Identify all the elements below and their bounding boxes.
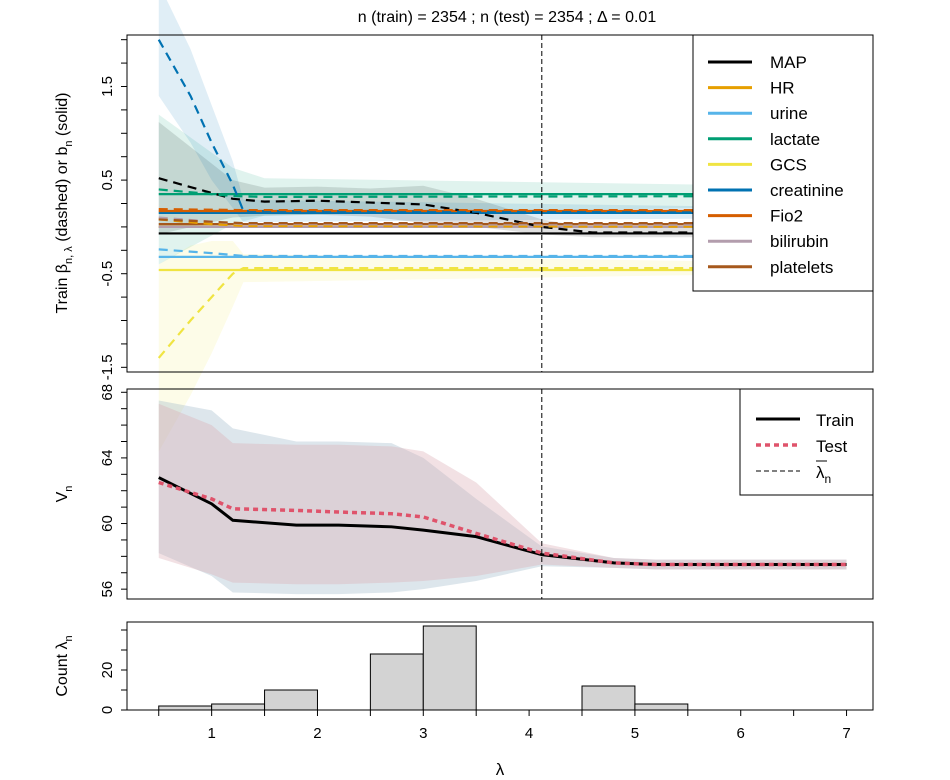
- value-band-train: [158, 400, 847, 595]
- value-legend-box: [739, 388, 874, 496]
- legend-lambda-label: λn: [816, 463, 831, 486]
- histogram-bars: [158, 625, 689, 711]
- legend-label-hr: HR: [770, 79, 795, 98]
- ylabel-train: Train: [54, 273, 71, 313]
- histogram-x-axis: 1 2 3 4 5 6 7: [158, 710, 851, 742]
- x-tick-label: 3: [419, 725, 427, 742]
- ylabel-beta-sub: n, λ: [63, 246, 75, 264]
- coefficient-legend: MAP HR urine lactate GCS creatinine Fio2 biliru…: [692, 34, 874, 292]
- legend-lambda-sub: n: [825, 472, 832, 486]
- value-y-tick-label: 60: [99, 515, 116, 532]
- coefficient-legend-box: [692, 34, 874, 292]
- x-tick-label: 7: [842, 725, 850, 742]
- hist-y-tick-label: 20: [99, 662, 116, 679]
- ylabel-b-sub: n: [63, 141, 75, 147]
- x-tick-label: 1: [207, 725, 215, 742]
- coefficient-panel: -1.5 -0.5 0.5 1.5 Train βn, λ (dashed) or b…: [54, 0, 874, 452]
- legend-label-gcs: GCS: [770, 155, 807, 174]
- x-tick-label: 4: [525, 725, 533, 742]
- value-y-tick-label: 68: [99, 384, 116, 401]
- hist-ylabel-count: Count: [54, 649, 71, 696]
- histogram-bar: [634, 703, 689, 711]
- value-y-tick-label: 64: [99, 450, 116, 467]
- dashed-line-gcs: [157, 266, 847, 359]
- coef-y-tick-label: 0.5: [99, 170, 116, 191]
- value-lines: [158, 476, 847, 567]
- dashed-line-bilirubin: [158, 216, 847, 227]
- histogram-y-label: Count λn: [54, 635, 75, 696]
- histogram-bar: [264, 689, 318, 711]
- value-bands: [158, 400, 847, 595]
- histogram-bar: [581, 685, 636, 711]
- title-part-1: n (train) = 2354 ; n (test) = 2354 ;: [358, 9, 597, 26]
- legend-label-map: MAP: [770, 53, 807, 72]
- value-y-label: Vn: [54, 486, 75, 503]
- legend-label-urine: urine: [770, 104, 808, 123]
- coef-y-tick-label: -1.5: [99, 354, 116, 380]
- dashed-line-map: [158, 177, 847, 234]
- dashed-line-platelets: [158, 218, 847, 225]
- hist-y-tick-label: 0: [99, 706, 116, 714]
- histogram-bar: [369, 653, 424, 711]
- value-ylabel-v: V: [54, 491, 71, 502]
- histogram-bar: [422, 625, 477, 711]
- hist-ylabel-lambda: λ: [54, 641, 71, 649]
- value-line-train: [158, 476, 847, 567]
- coefficient-y-label: Train βn, λ (dashed) or bn (solid): [54, 92, 75, 313]
- coefficient-y-axis: -1.5 -0.5 0.5 1.5: [99, 35, 128, 380]
- legend-label-lactate: lactate: [770, 130, 820, 149]
- histogram-bar: [158, 705, 213, 711]
- band-gcs: [158, 240, 847, 452]
- value-ylabel-sub: n: [63, 486, 75, 492]
- x-tick-label: 2: [313, 725, 321, 742]
- chart-title: n (train) = 2354 ; n (test) = 2354 ; Δ =…: [358, 9, 657, 26]
- coefficient-bands: [158, 0, 847, 452]
- legend-label-platelets: platelets: [770, 258, 833, 277]
- histogram-bar: [211, 703, 266, 711]
- value-legend: Train Test λn: [739, 388, 874, 496]
- hist-ylabel-sub: n: [63, 635, 75, 641]
- coef-y-tick-label: -0.5: [99, 261, 116, 287]
- ylabel-beta: β: [54, 264, 71, 273]
- band-creatinine: [158, 0, 847, 223]
- ylabel-dashed: (dashed) or: [54, 156, 71, 247]
- legend-lambda-symbol: λ: [816, 463, 825, 482]
- dashed-line-creatinine: [157, 39, 847, 214]
- legend-test-label: Test: [816, 437, 847, 456]
- legend-train-label: Train: [816, 411, 854, 430]
- value-y-axis: 56 60 64 68: [99, 384, 128, 599]
- title-delta: Δ: [597, 9, 608, 26]
- band-lactate: [158, 114, 847, 265]
- histogram-plot-frame: [126, 621, 874, 711]
- x-tick-label: 6: [737, 725, 745, 742]
- value-band-test: [158, 403, 847, 585]
- legend-label-creatinine: creatinine: [770, 181, 844, 200]
- x-tick-label: 5: [631, 725, 639, 742]
- value-line-test: [158, 480, 847, 567]
- coef-y-tick-label: 1.5: [99, 76, 116, 97]
- dashed-line-urine: [158, 248, 847, 258]
- value-y-tick-label: 56: [99, 581, 116, 598]
- x-axis-label: λ: [496, 760, 505, 779]
- legend-label-fio2: Fio2: [770, 207, 803, 226]
- ylabel-b: b: [54, 147, 71, 156]
- legend-label-bilirubin: bilirubin: [770, 232, 829, 251]
- histogram-y-axis: 0 20: [99, 622, 128, 714]
- dashed-line-lactate: [158, 188, 847, 199]
- dashed-line-fio2: [158, 208, 847, 212]
- ylabel-solid: (solid): [54, 92, 71, 140]
- title-part-3: = 0.01: [607, 9, 656, 26]
- band-map: [158, 122, 847, 238]
